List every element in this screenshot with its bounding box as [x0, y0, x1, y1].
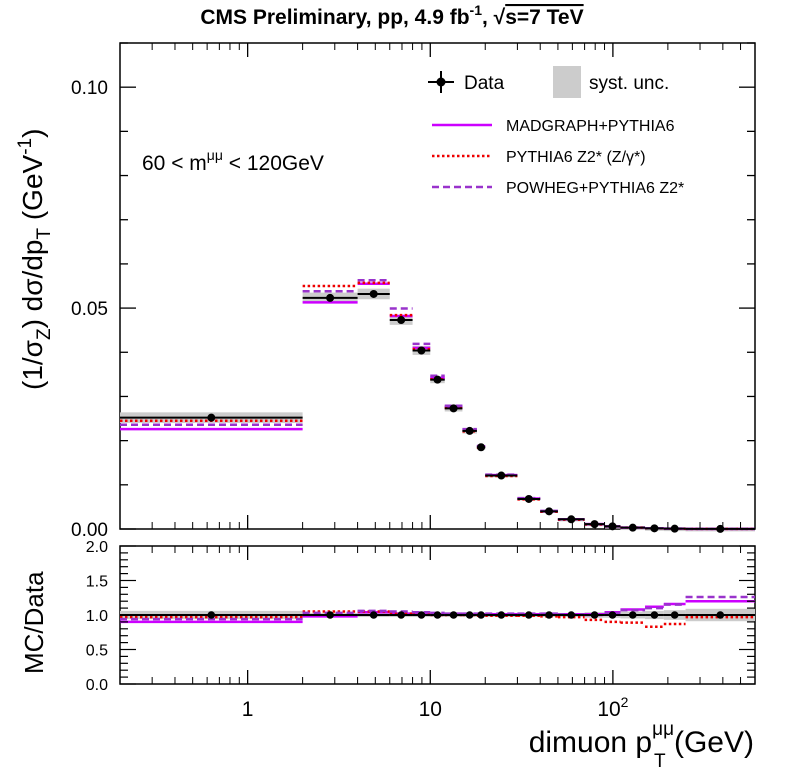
- data-point-bin-11: [545, 507, 554, 516]
- data-point-bin-16: [650, 524, 659, 533]
- y-axis-label: (1/σZ) dσ/dpT (GeV-1): [15, 129, 55, 390]
- ratio-panel: 0.0 0.5 1.0 1.5 2.0 1 10 102: [86, 539, 756, 721]
- ratio-y-tick-label-3: 1.5: [86, 574, 108, 591]
- data-point-bin-4: [417, 346, 426, 355]
- legend: Data syst. unc. MADGRAPH+PYTHIA6 PYTHIA6…: [428, 66, 684, 197]
- ratio-data-point-bin-1: [326, 611, 334, 619]
- x-tick-label-1: 10: [419, 698, 442, 721]
- ratio-y-tick-label-0: 0.0: [86, 677, 108, 694]
- ratio-y-tick-label-1: 0.5: [86, 643, 108, 660]
- ratio-data-point-bin-8: [477, 611, 485, 619]
- data-point-bin-10: [524, 494, 533, 503]
- legend-pythia-label: PYTHIA6 Z2* (Z/γ*): [506, 149, 646, 166]
- ratio-data-point-bin-5: [433, 611, 442, 619]
- legend-data-marker: [428, 71, 454, 93]
- legend-syst-label: syst. unc.: [589, 73, 669, 94]
- ratio-data-point-bin-2: [369, 611, 378, 619]
- main-frame: [119, 42, 756, 530]
- data-point-bin-12: [567, 515, 576, 524]
- main-y-tick-label-1: 0.05: [71, 299, 108, 320]
- ratio-data-point-bin-16: [650, 611, 659, 619]
- ratio-data-point-bin-12: [567, 611, 576, 619]
- ratio-data-point-bin-15: [628, 611, 637, 619]
- data-point-bin-8: [477, 443, 486, 452]
- legend-syst-swatch: [553, 66, 581, 98]
- ratio-data-point-bin-7: [465, 611, 474, 619]
- main-y-tick-label-0: 0.00: [71, 520, 108, 541]
- chart-title: CMS Preliminary, pp, 4.9 fb-1, √s=7 TeV: [200, 2, 583, 29]
- data-point-bin-1: [326, 293, 335, 302]
- ratio-data-point-bin-0: [207, 611, 216, 619]
- x-axis-label: dimuon pμμ T (GeV): [529, 719, 754, 772]
- ratio-data-point-bin-9: [497, 611, 506, 619]
- legend-data-label: Data: [464, 73, 505, 94]
- ratio-data-point-bin-13: [590, 611, 599, 619]
- ratio-data-point-bin-3: [397, 611, 405, 619]
- legend-madgraph-label: MADGRAPH+PYTHIA6: [506, 118, 675, 135]
- ratio-y-tick-label-2: 1.0: [86, 608, 108, 625]
- ratio-data-point-bin-18: [716, 611, 725, 619]
- data-point-bin-18: [716, 524, 725, 533]
- data-point-bin-6: [449, 404, 458, 413]
- data-point-bin-15: [628, 523, 637, 532]
- data-point-bin-9: [497, 471, 506, 480]
- ratio-data-point-bin-6: [449, 611, 458, 619]
- data-point-bin-7: [465, 426, 474, 435]
- mass-window-label: 60 < mμμ < 120GeV: [142, 147, 324, 175]
- ratio-data-point-bin-10: [525, 611, 533, 619]
- ratio-data-point-bin-14: [608, 611, 617, 619]
- data-point-bin-3: [397, 316, 406, 325]
- data-point-bin-0: [207, 413, 216, 422]
- main-panel: 0.00 0.05 0.10: [71, 42, 756, 541]
- x-tick-label-2: 102: [597, 694, 628, 721]
- ratio-data-point-bin-17: [670, 611, 679, 619]
- ratio-y-tick-label-4: 2.0: [86, 539, 108, 556]
- ratio-data-point-bin-11: [545, 611, 553, 619]
- ratio-data-point-bin-4: [417, 611, 426, 619]
- legend-powheg-label: POWHEG+PYTHIA6 Z2*: [506, 180, 684, 197]
- main-y-tick-label-2: 0.10: [71, 78, 108, 99]
- data-point-bin-13: [590, 520, 599, 529]
- data-point-bin-17: [670, 524, 679, 533]
- x-tick-label-0: 1: [242, 698, 254, 721]
- data-point-bin-5: [433, 375, 442, 384]
- ratio-y-axis-label: MC/Data: [19, 571, 49, 674]
- data-point-bin-2: [369, 289, 378, 298]
